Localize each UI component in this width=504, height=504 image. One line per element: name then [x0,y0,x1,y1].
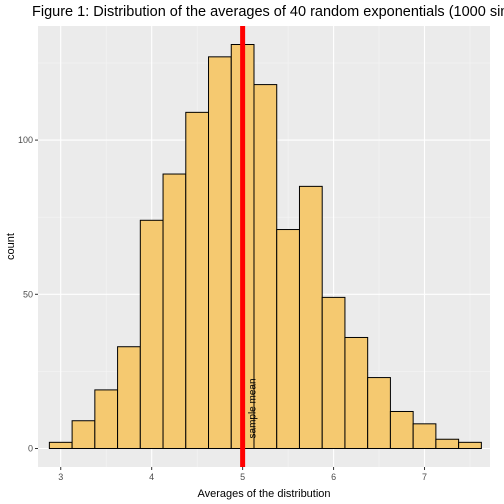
y-tick-label: 50 [23,289,33,299]
y-axis-title: count [5,233,17,260]
histogram-bar [458,441,482,449]
histogram-bar [71,420,96,449]
histogram-bar [389,410,414,449]
histogram-bar [139,219,164,449]
x-axis-title: Averages of the distribution [197,488,330,500]
histogram-bar [185,111,210,449]
chart-title: Figure 1: Distribution of the averages o… [32,4,504,20]
x-tick-label: 4 [149,472,154,482]
histogram-bar [298,185,323,449]
histogram-bar [344,336,369,449]
histogram-bar [208,56,232,449]
x-tick-label: 6 [331,472,336,482]
histogram-bar [162,173,187,449]
x-axis-ticks: 3 4 5 6 7 [58,467,427,482]
x-tick-label: 7 [422,472,427,482]
histogram-bar [117,346,141,449]
histogram-bar [321,296,346,449]
y-tick-label: 100 [18,135,33,145]
histogram-bar [94,389,119,449]
x-tick-label: 5 [240,472,245,482]
y-axis-ticks: 0 50 100 [18,135,38,453]
histogram-bar [48,441,73,449]
y-tick-label: 0 [28,443,33,453]
histogram-bar [367,377,391,449]
histogram-bar [435,438,460,449]
histogram-bar [276,229,300,449]
x-tick-label: 3 [58,472,63,482]
histogram-bars [48,44,482,449]
histogram-bar [412,423,437,449]
sample-mean-label: sample mean [248,378,259,438]
